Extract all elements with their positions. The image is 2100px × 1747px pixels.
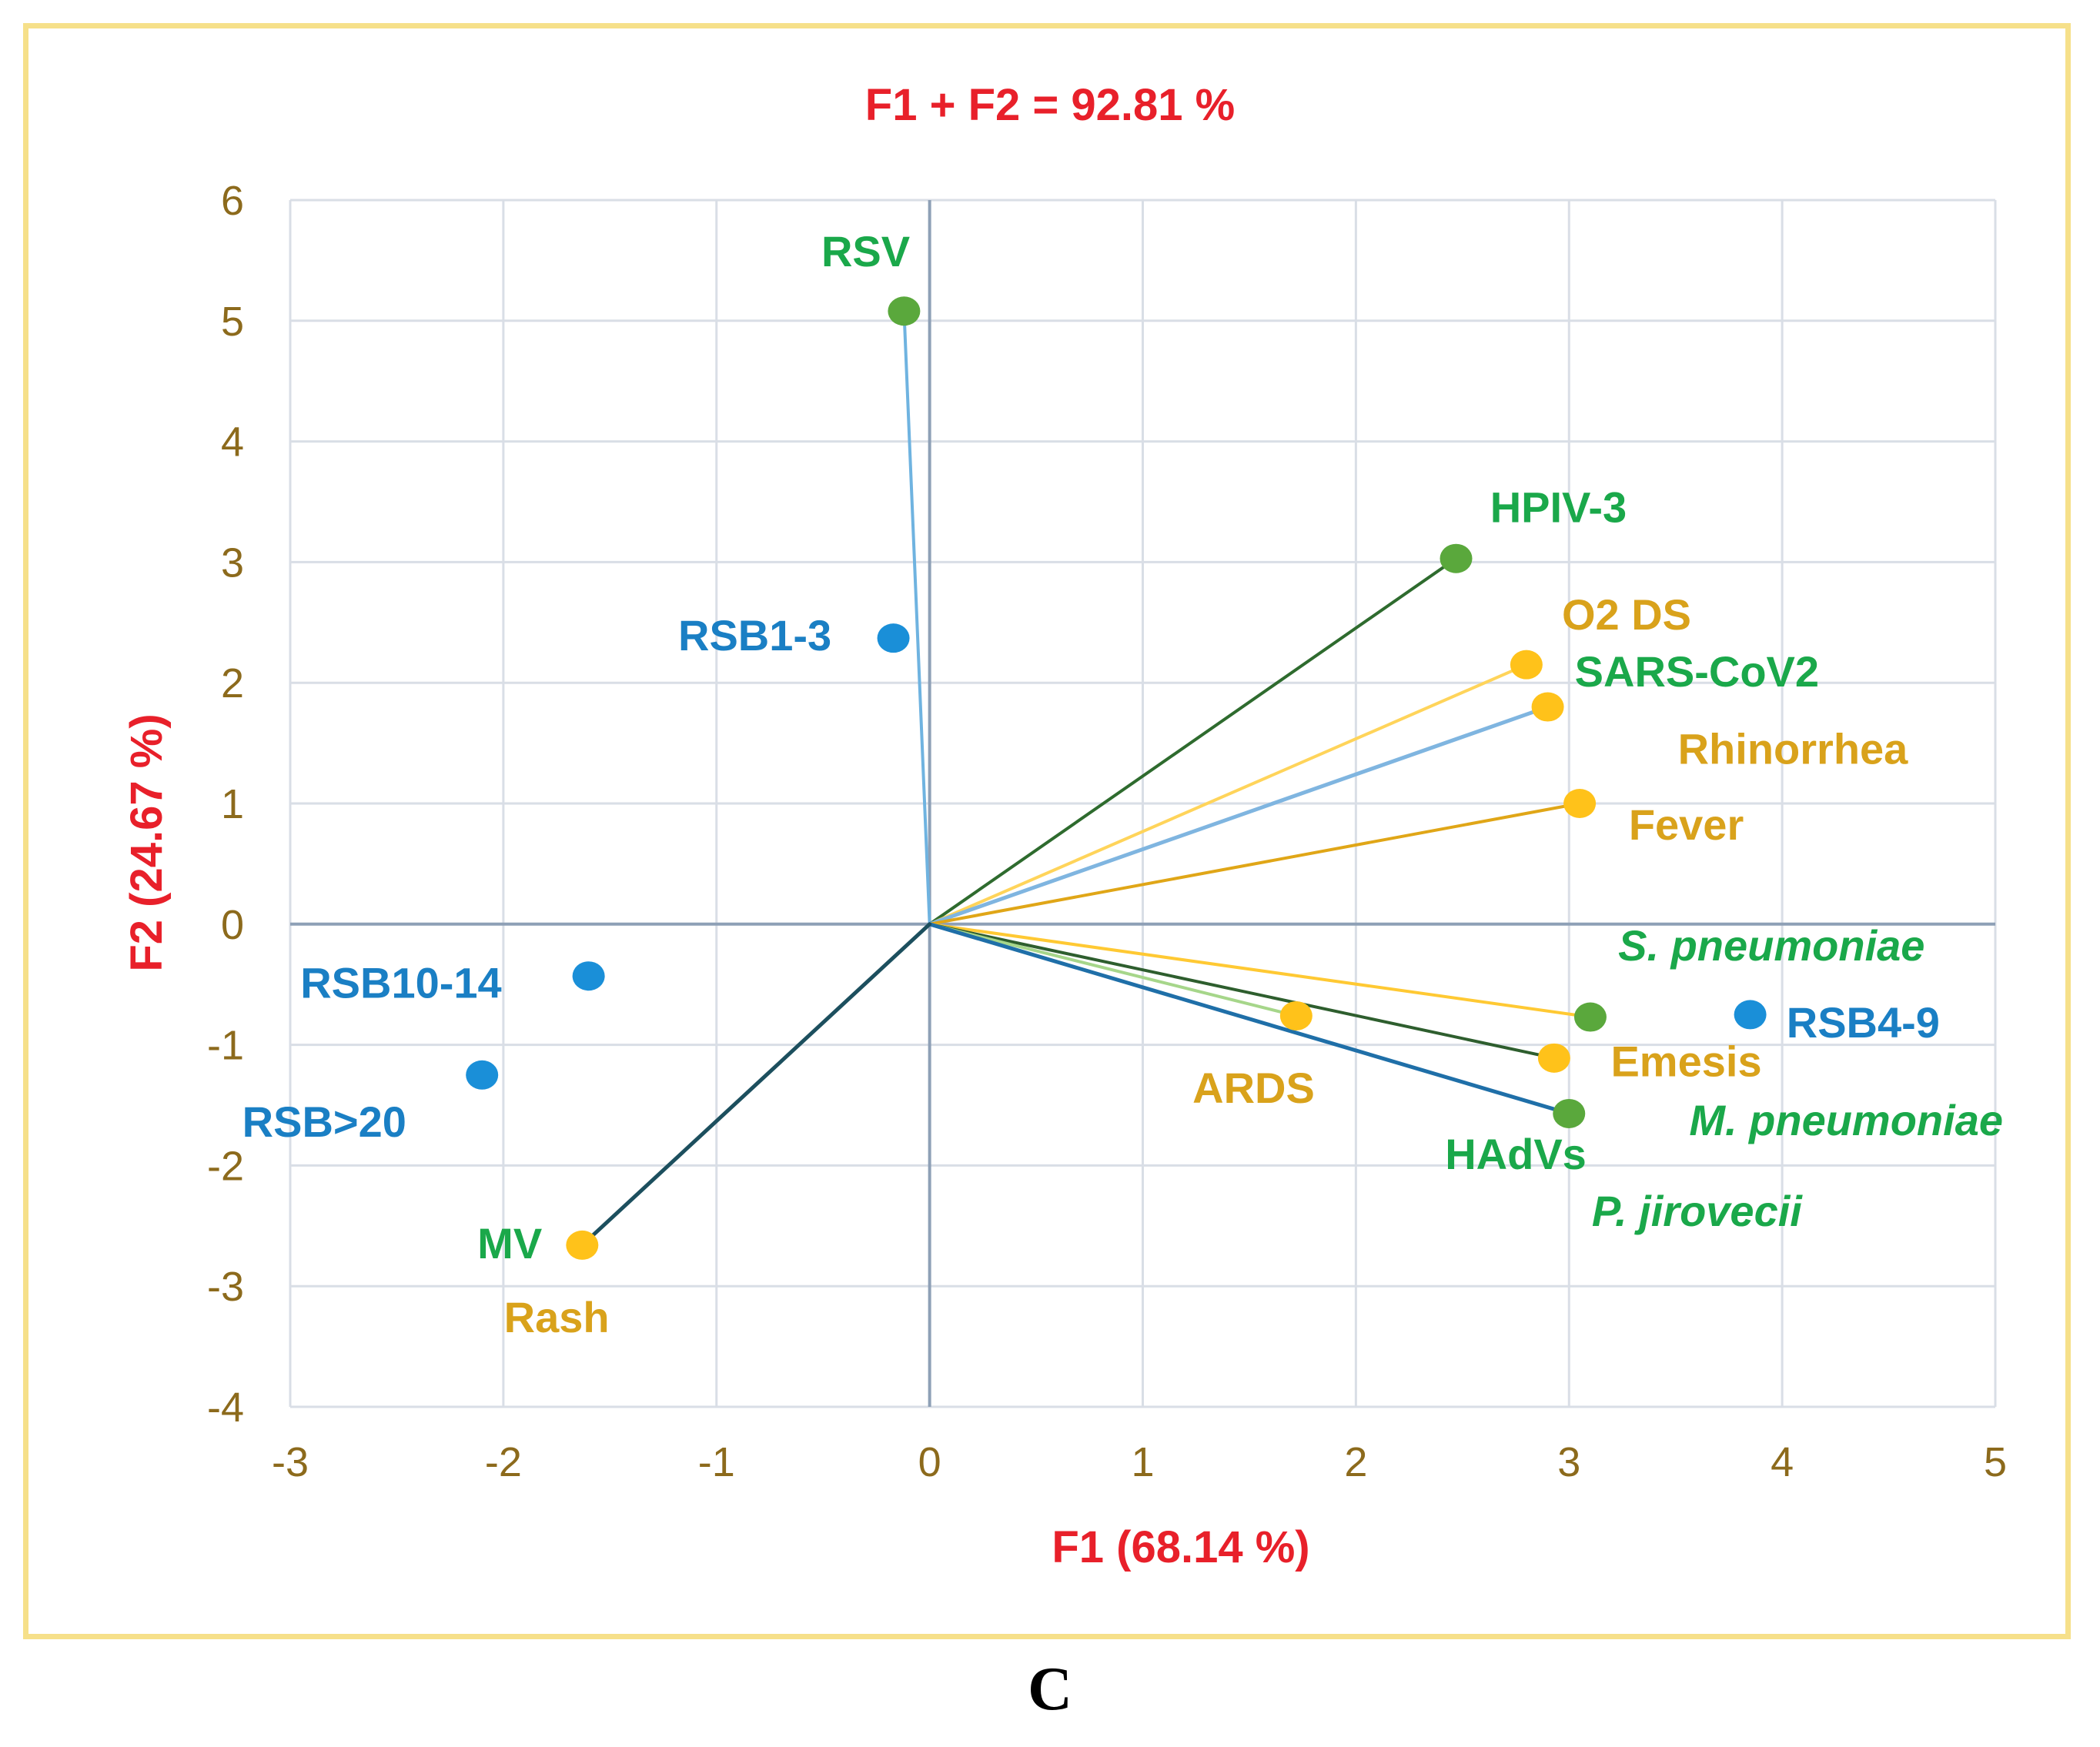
point-label-rsb-20: RSB>20 xyxy=(242,1097,406,1146)
x-tick-label: -2 xyxy=(485,1439,522,1485)
point-layer xyxy=(466,296,1767,1260)
y-tick-label: 0 xyxy=(221,902,244,948)
point-label-m-pneumoniae: M. pneumoniae xyxy=(1689,1096,2003,1144)
point-o2-ds xyxy=(1510,650,1543,680)
y-tick-label: 5 xyxy=(221,299,244,345)
y-tick-label: -3 xyxy=(207,1264,244,1310)
point-label-rash: Rash xyxy=(504,1293,610,1341)
point-label-p-jirovecii: P. jirovecii xyxy=(1592,1187,1803,1235)
point-label-s-pneumoniae: S. pneumoniae xyxy=(1618,921,1924,970)
x-tick-label: -1 xyxy=(698,1439,735,1485)
point-label-o2-ds: O2 DS xyxy=(1562,590,1691,639)
point-rhinorrhea xyxy=(1563,789,1597,818)
loading-vector xyxy=(928,922,1556,1060)
y-tick-label: 2 xyxy=(221,660,244,706)
y-tick-label: 3 xyxy=(221,539,244,586)
point-label-mv: MV xyxy=(477,1219,542,1268)
point-label-fever: Fever xyxy=(1629,800,1744,849)
y-tick-label: 6 xyxy=(221,178,244,224)
point-rsb4-9 xyxy=(1734,1000,1767,1030)
x-axis-title: F1 (68.14 %) xyxy=(1052,1522,1309,1572)
point-sars-cov2 xyxy=(1531,692,1564,722)
label-layer: RSV HPIV-3 O2 DS SARS-CoV2 Rhinorrhea Fever S.… xyxy=(242,227,2003,1341)
y-tick-label: -2 xyxy=(207,1143,244,1189)
y-tick-label: -4 xyxy=(207,1385,244,1431)
y-tick-label: 4 xyxy=(221,419,244,466)
point-s-pneumoniae xyxy=(1573,1002,1607,1032)
point-label-ards: ARDS xyxy=(1192,1064,1315,1112)
point-mv xyxy=(566,1230,599,1260)
loading-vector xyxy=(902,309,931,926)
x-tick-label: 1 xyxy=(1131,1439,1154,1485)
point-label-rhinorrhea: Rhinorrhea xyxy=(1678,724,1909,773)
tick-layer: -3 -2 -1 0 1 2 3 4 5 6 5 4 3 2 1 0 -1 -2 -3 -4 xyxy=(207,178,2007,1485)
point-rsb10-14 xyxy=(572,961,605,991)
vector-layer xyxy=(580,309,1592,1248)
point-label-emesis: Emesis xyxy=(1610,1037,1761,1085)
point-label-rsb1-3: RSB1-3 xyxy=(678,611,831,660)
loading-vector xyxy=(928,802,1582,926)
y-tick-label: -1 xyxy=(207,1023,244,1069)
point-label-rsv: RSV xyxy=(821,227,910,276)
point-emesis xyxy=(1537,1043,1570,1073)
y-tick-label: 1 xyxy=(221,781,244,827)
loading-vector xyxy=(928,705,1550,927)
figure-frame xyxy=(23,23,2071,1639)
point-rsb1-3 xyxy=(877,623,910,653)
x-tick-label: 5 xyxy=(1984,1439,2007,1485)
point-label-sars-cov2: SARS-CoV2 xyxy=(1575,647,1819,696)
point-rsb-20 xyxy=(466,1060,499,1090)
panel-letter: C xyxy=(1028,1655,1072,1723)
y-axis-title: F2 (24.67 %) xyxy=(122,713,172,971)
point-m-pneumoniae xyxy=(1553,1098,1586,1128)
loading-vector xyxy=(928,922,1571,1116)
x-tick-label: 3 xyxy=(1557,1439,1580,1485)
point-label-rsb10-14: RSB10-14 xyxy=(300,958,501,1007)
point-label-hadvs: HAdVs xyxy=(1445,1130,1587,1178)
loading-vector xyxy=(928,922,1592,1019)
point-label-rsb4-9: RSB4-9 xyxy=(1787,998,1940,1047)
x-tick-label: 4 xyxy=(1771,1439,1794,1485)
loading-vector xyxy=(928,922,1298,1017)
loading-vector xyxy=(580,922,932,1248)
loading-vector xyxy=(928,556,1458,926)
x-tick-label: 0 xyxy=(918,1439,941,1485)
point-ards xyxy=(1279,1000,1312,1030)
grid-layer xyxy=(289,199,1997,1408)
point-hpiv-3 xyxy=(1440,543,1473,573)
chart-title: F1 + F2 = 92.81 % xyxy=(865,80,1235,130)
x-tick-label: 2 xyxy=(1344,1439,1367,1485)
point-label-hpiv-3: HPIV-3 xyxy=(1490,483,1627,532)
x-tick-label: -3 xyxy=(272,1439,309,1485)
loading-vector xyxy=(928,663,1528,926)
point-rsv xyxy=(888,296,921,326)
